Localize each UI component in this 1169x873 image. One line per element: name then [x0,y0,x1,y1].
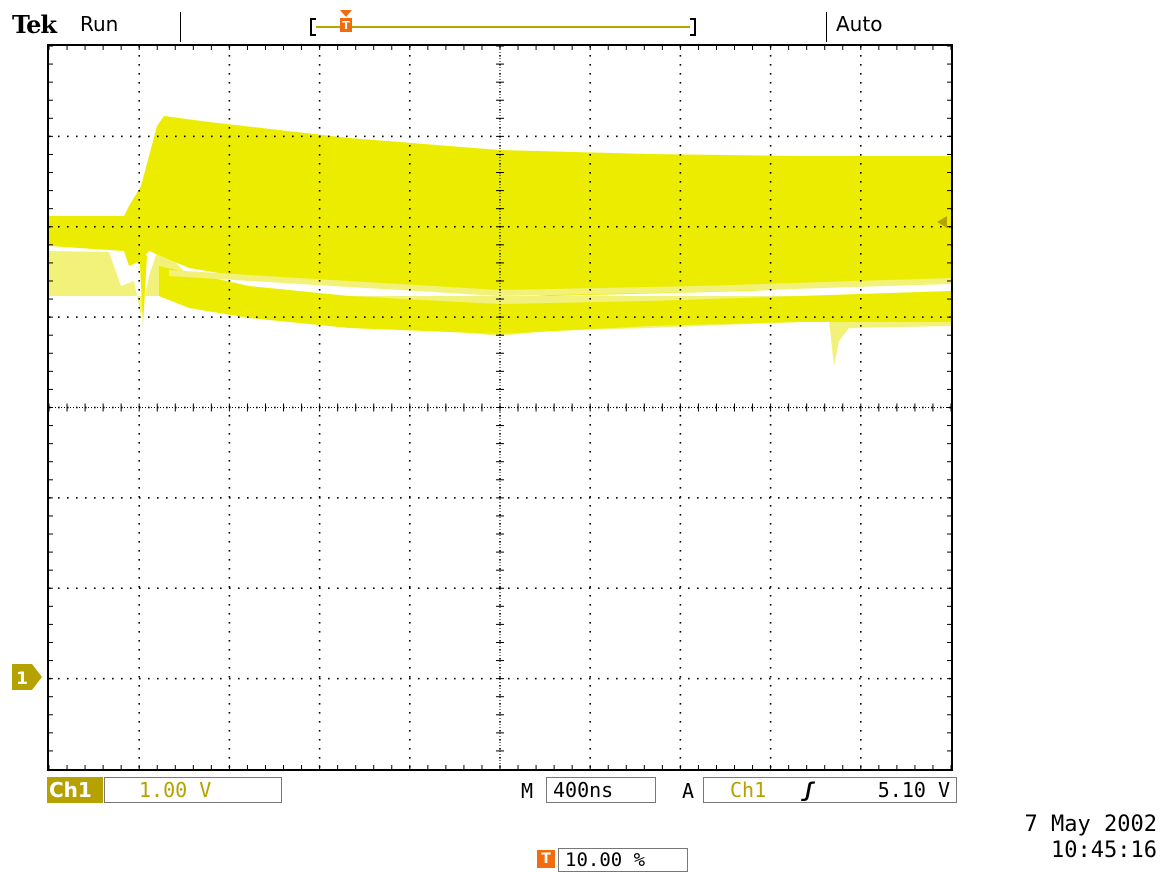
date-text: 7 May 2002 [1024,812,1157,837]
window-trigger-marker-icon: T [340,10,352,32]
window-right-bracket [690,18,696,36]
ch1-ground-marker-icon[interactable]: 1 [12,664,42,690]
svg-text:T: T [342,19,350,32]
channel-scale: 1.00 V [104,777,282,803]
trigger-position-icon: T [537,850,555,868]
trigger-level-arrow-icon[interactable] [937,216,947,228]
trigger-position-readout: 10.00 % [558,848,688,872]
channel-label: Ch1 [47,777,103,803]
window-line [316,26,690,28]
divider [180,12,181,42]
trigger-label: A [682,779,695,803]
trigger-readout: Ch1 ʃ 5.10 V [703,777,957,803]
trigger-source: Ch1 [730,778,767,802]
trigger-mode: Auto [836,12,883,36]
record-window-indicator: T [310,10,696,36]
trigger-slope-icon: ʃ [802,778,815,802]
main-timebase-label: M [521,779,534,803]
timestamp: 7 May 2002 10:45:16 [1025,812,1157,864]
run-state: Run [80,12,119,36]
graticule-dots [49,46,951,769]
brand-logo: Tek [12,10,57,39]
divider [826,12,827,42]
window-left-bracket [310,18,316,36]
trigger-level: 5.10 V [877,778,950,802]
svg-text:1: 1 [16,669,28,689]
timebase-readout: 400ns [546,777,656,803]
waveform-display[interactable] [47,44,953,771]
time-text: 10:45:16 [1051,838,1157,863]
graticule [49,46,951,769]
